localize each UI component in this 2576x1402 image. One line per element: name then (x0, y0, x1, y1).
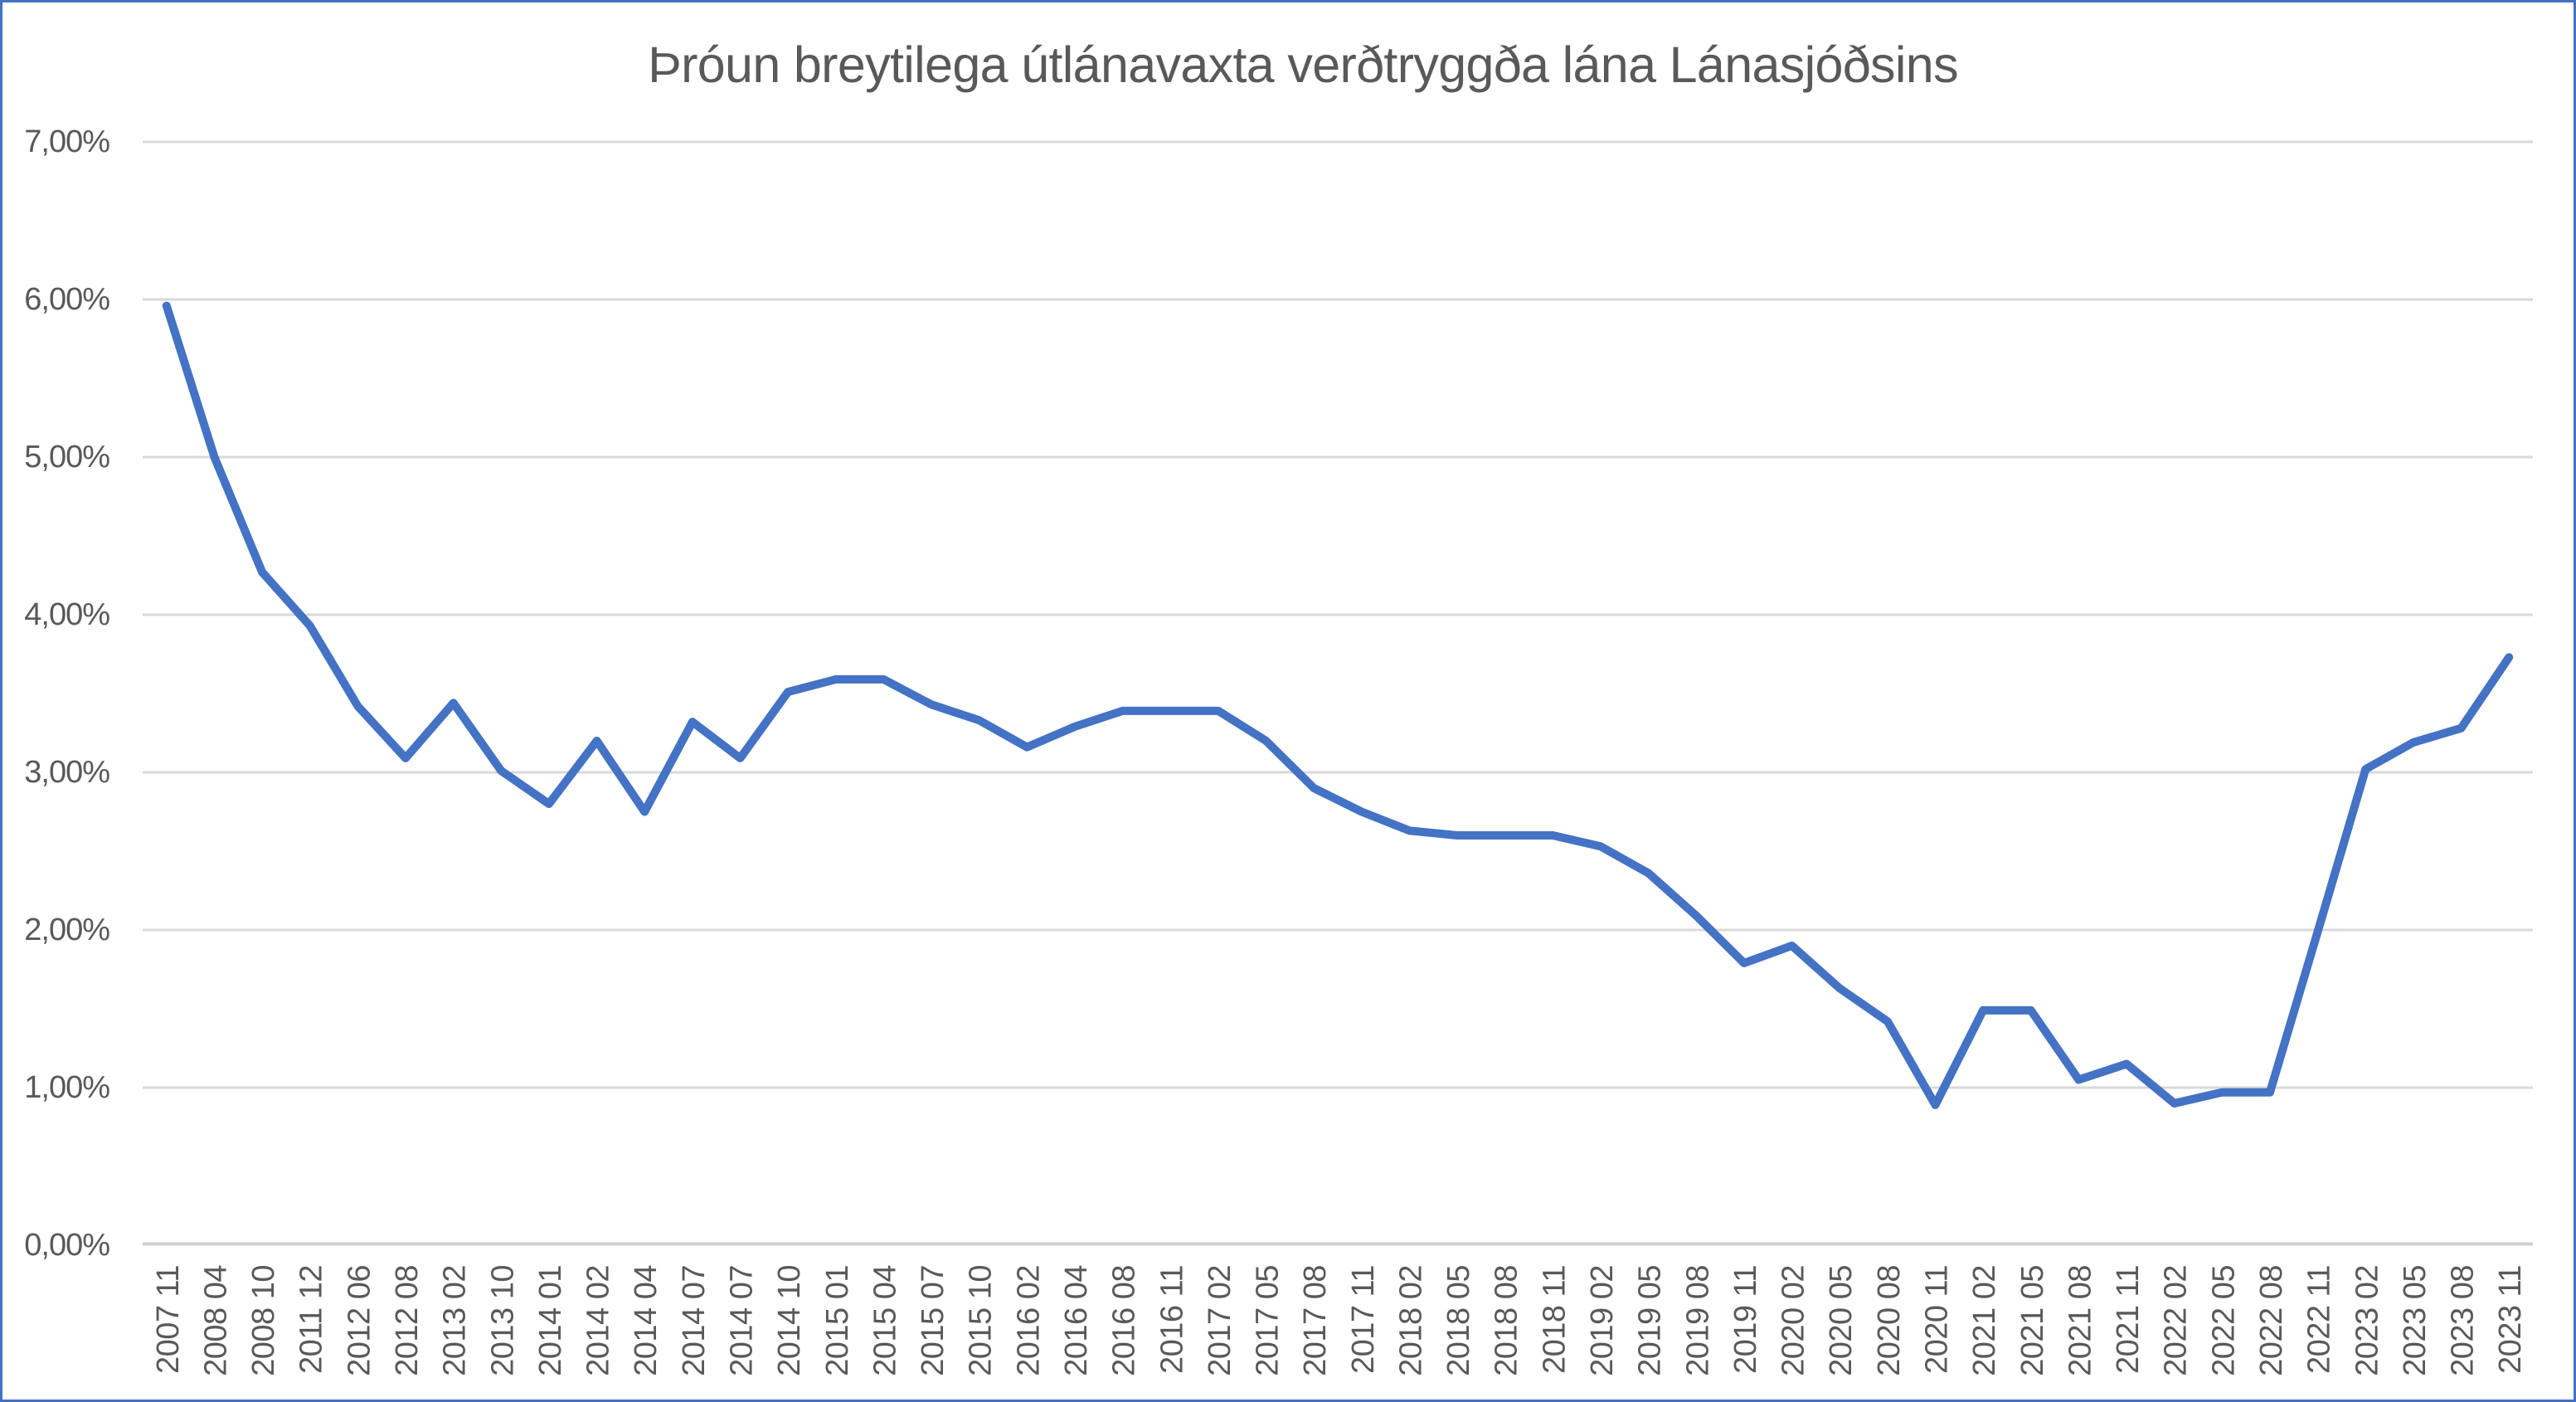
svg-text:0,00%: 0,00% (24, 1228, 109, 1263)
svg-text:2023 05: 2023 05 (2398, 1265, 2433, 1376)
svg-text:2021 11: 2021 11 (2111, 1265, 2146, 1374)
svg-text:2018 02: 2018 02 (1394, 1265, 1429, 1376)
svg-text:2011 12: 2011 12 (294, 1265, 329, 1374)
svg-text:2014 07: 2014 07 (725, 1265, 760, 1376)
svg-text:7,00%: 7,00% (24, 124, 109, 159)
svg-text:2021 05: 2021 05 (2015, 1265, 2050, 1376)
svg-text:5,00%: 5,00% (24, 440, 109, 475)
svg-text:2016 02: 2016 02 (1011, 1265, 1046, 1376)
svg-text:2012 08: 2012 08 (390, 1265, 425, 1376)
svg-text:2018 05: 2018 05 (1441, 1265, 1476, 1376)
svg-text:2014 02: 2014 02 (581, 1265, 616, 1376)
svg-text:2015 04: 2015 04 (868, 1265, 902, 1376)
svg-text:2015 07: 2015 07 (916, 1265, 950, 1376)
svg-text:2019 08: 2019 08 (1680, 1265, 1715, 1376)
svg-text:2014 07: 2014 07 (677, 1265, 712, 1376)
svg-text:2019 11: 2019 11 (1728, 1265, 1763, 1374)
svg-text:2014 10: 2014 10 (772, 1265, 807, 1376)
svg-text:2012 06: 2012 06 (342, 1265, 377, 1376)
svg-text:2014 04: 2014 04 (629, 1265, 663, 1376)
svg-text:2022 05: 2022 05 (2206, 1265, 2241, 1376)
svg-text:2,00%: 2,00% (24, 913, 109, 947)
svg-text:2017 02: 2017 02 (1203, 1265, 1237, 1376)
svg-text:2020 08: 2020 08 (1872, 1265, 1907, 1376)
svg-text:2015 10: 2015 10 (964, 1265, 999, 1376)
svg-text:2017 08: 2017 08 (1298, 1265, 1333, 1376)
svg-text:2013 02: 2013 02 (438, 1265, 473, 1376)
svg-text:2016 11: 2016 11 (1154, 1265, 1189, 1374)
svg-text:2018 11: 2018 11 (1537, 1265, 1572, 1374)
svg-text:2018 08: 2018 08 (1490, 1265, 1524, 1376)
svg-text:6,00%: 6,00% (24, 282, 109, 317)
svg-text:2016 04: 2016 04 (1059, 1265, 1094, 1376)
svg-text:2022 08: 2022 08 (2254, 1265, 2289, 1376)
svg-text:2020 11: 2020 11 (1920, 1265, 1955, 1374)
svg-text:2016 08: 2016 08 (1107, 1265, 1142, 1376)
svg-text:2022 11: 2022 11 (2302, 1265, 2337, 1374)
svg-text:2013 10: 2013 10 (485, 1265, 520, 1376)
svg-text:2020 05: 2020 05 (1824, 1265, 1859, 1376)
svg-text:2008 10: 2008 10 (246, 1265, 281, 1376)
svg-text:2023 02: 2023 02 (2350, 1265, 2384, 1376)
svg-text:2021 08: 2021 08 (2063, 1265, 2097, 1376)
svg-text:2019 02: 2019 02 (1585, 1265, 1620, 1376)
svg-text:2021 02: 2021 02 (1967, 1265, 2002, 1376)
svg-text:2015 01: 2015 01 (820, 1265, 855, 1376)
svg-text:2023 08: 2023 08 (2446, 1265, 2481, 1376)
svg-text:2007 11: 2007 11 (151, 1265, 186, 1374)
svg-text:2023 11: 2023 11 (2493, 1265, 2528, 1374)
svg-text:Þróun breytilega útlánavaxta v: Þróun breytilega útlánavaxta verðtryggða… (648, 37, 1958, 93)
svg-text:2017 11: 2017 11 (1346, 1265, 1381, 1374)
svg-text:1,00%: 1,00% (24, 1070, 109, 1105)
svg-text:2008 04: 2008 04 (199, 1265, 234, 1376)
svg-text:2022 02: 2022 02 (2159, 1265, 2194, 1376)
svg-text:2014 01: 2014 01 (533, 1265, 568, 1376)
svg-text:2020 02: 2020 02 (1776, 1265, 1811, 1376)
svg-text:4,00%: 4,00% (24, 597, 109, 632)
svg-text:2019 05: 2019 05 (1633, 1265, 1668, 1376)
svg-text:3,00%: 3,00% (24, 755, 109, 790)
svg-text:2017 05: 2017 05 (1251, 1265, 1286, 1376)
